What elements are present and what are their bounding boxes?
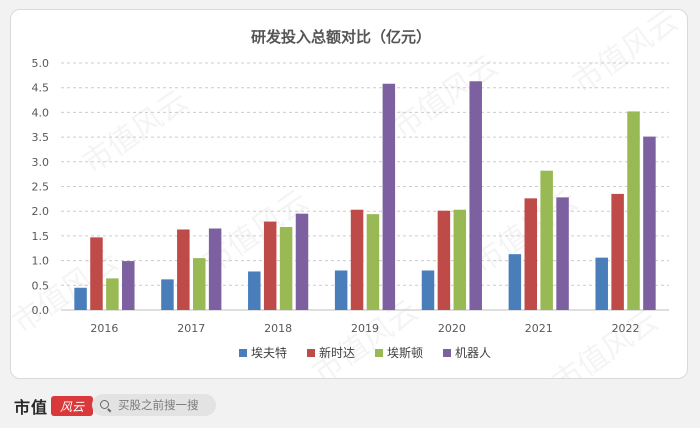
legend-label: 新时达 xyxy=(319,345,355,360)
legend-swatch xyxy=(307,349,315,357)
watermark-text: 市值风云 xyxy=(306,293,424,379)
x-tick-label: 2018 xyxy=(264,322,292,335)
bar-2018-1 xyxy=(263,221,277,310)
x-tick-label: 2022 xyxy=(612,322,640,335)
legend-swatch xyxy=(443,349,451,357)
bar-2017-3 xyxy=(208,228,222,310)
legend: 埃夫特 新时达 埃斯顿 机器人 xyxy=(239,345,491,360)
bar-2017-1 xyxy=(177,229,190,310)
bar-2016-2 xyxy=(106,278,119,310)
chart-card: 市值风云市值风云市值风云市值风云市值风云市值风云市值风云市值风云 研发投入总额对… xyxy=(10,9,688,379)
y-axis: 0.0 0.5 1.0 1.5 2.0 2.5 3.0 3.5 4.0 4.5 5.0 xyxy=(32,57,50,317)
y-tick-label: 4.0 xyxy=(32,106,50,119)
y-tick-label: 2.5 xyxy=(32,181,50,194)
bar-2022-2 xyxy=(627,111,640,310)
bar-2020-3 xyxy=(469,81,482,310)
bar-2019-1 xyxy=(350,209,364,310)
legend-swatch xyxy=(375,349,383,357)
bar-2020-0 xyxy=(421,270,435,310)
bar-2021-1 xyxy=(524,198,538,310)
search-icon xyxy=(100,400,110,410)
x-tick-label: 2016 xyxy=(90,322,118,335)
bar-2017-0 xyxy=(161,279,174,310)
y-tick-label: 3.5 xyxy=(32,131,50,144)
y-tick-label: 0.5 xyxy=(32,279,50,292)
brand-logo[interactable]: 市值 风云 xyxy=(14,394,94,418)
brand-mark: 风云 xyxy=(51,396,94,416)
bar-2022-1 xyxy=(611,193,624,310)
y-tick-label: 5.0 xyxy=(32,57,50,70)
bar-2019-2 xyxy=(366,214,380,310)
bar-2020-2 xyxy=(453,209,467,310)
bar-2018-2 xyxy=(279,227,293,310)
bar-chart: 市值风云市值风云市值风云市值风云市值风云市值风云市值风云市值风云 研发投入总额对… xyxy=(11,10,685,379)
x-tick-label: 2017 xyxy=(177,322,205,335)
legend-label: 机器人 xyxy=(455,346,491,360)
search-box[interactable]: 买股之前搜一搜 xyxy=(92,394,216,416)
bar-2018-3 xyxy=(295,213,309,310)
x-tick-label: 2020 xyxy=(438,322,466,335)
y-tick-label: 1.5 xyxy=(32,230,50,243)
x-axis: 2016 2017 2018 2019 2020 2021 2022 xyxy=(90,322,639,335)
bar-2022-0 xyxy=(595,257,608,310)
bar-2019-0 xyxy=(334,270,348,310)
bar-2016-0 xyxy=(74,287,87,310)
bar-2016-3 xyxy=(122,261,135,310)
y-tick-label: 4.5 xyxy=(32,82,50,95)
bar-2021-0 xyxy=(508,254,522,310)
x-tick-label: 2021 xyxy=(525,322,553,335)
bar-2020-1 xyxy=(437,210,451,310)
legend-label: 埃夫特 xyxy=(251,345,287,360)
bar-2017-2 xyxy=(192,258,206,310)
bars xyxy=(74,81,656,310)
y-tick-label: 2.0 xyxy=(32,205,50,218)
bar-2019-3 xyxy=(382,83,396,310)
y-tick-label: 0.0 xyxy=(32,304,50,317)
bar-2021-2 xyxy=(540,170,553,310)
bar-2021-3 xyxy=(556,197,569,310)
watermark-text: 市值风云 xyxy=(546,303,664,379)
legend-label: 埃斯顿 xyxy=(387,346,423,360)
chart-title: 研发投入总额对比（亿元） xyxy=(251,28,431,46)
x-tick-label: 2019 xyxy=(351,322,379,335)
bar-2016-1 xyxy=(90,237,103,310)
bar-2018-0 xyxy=(248,271,261,310)
legend-swatch xyxy=(239,349,247,357)
search-placeholder: 买股之前搜一搜 xyxy=(118,398,199,412)
footer-bar: 市值 风云 买股之前搜一搜 xyxy=(0,386,700,428)
y-tick-label: 3.0 xyxy=(32,156,50,169)
brand-text: 市值 xyxy=(14,398,49,417)
watermark-text: 市值风云 xyxy=(76,83,194,180)
bar-2022-3 xyxy=(643,136,656,310)
y-tick-label: 1.0 xyxy=(32,255,50,268)
